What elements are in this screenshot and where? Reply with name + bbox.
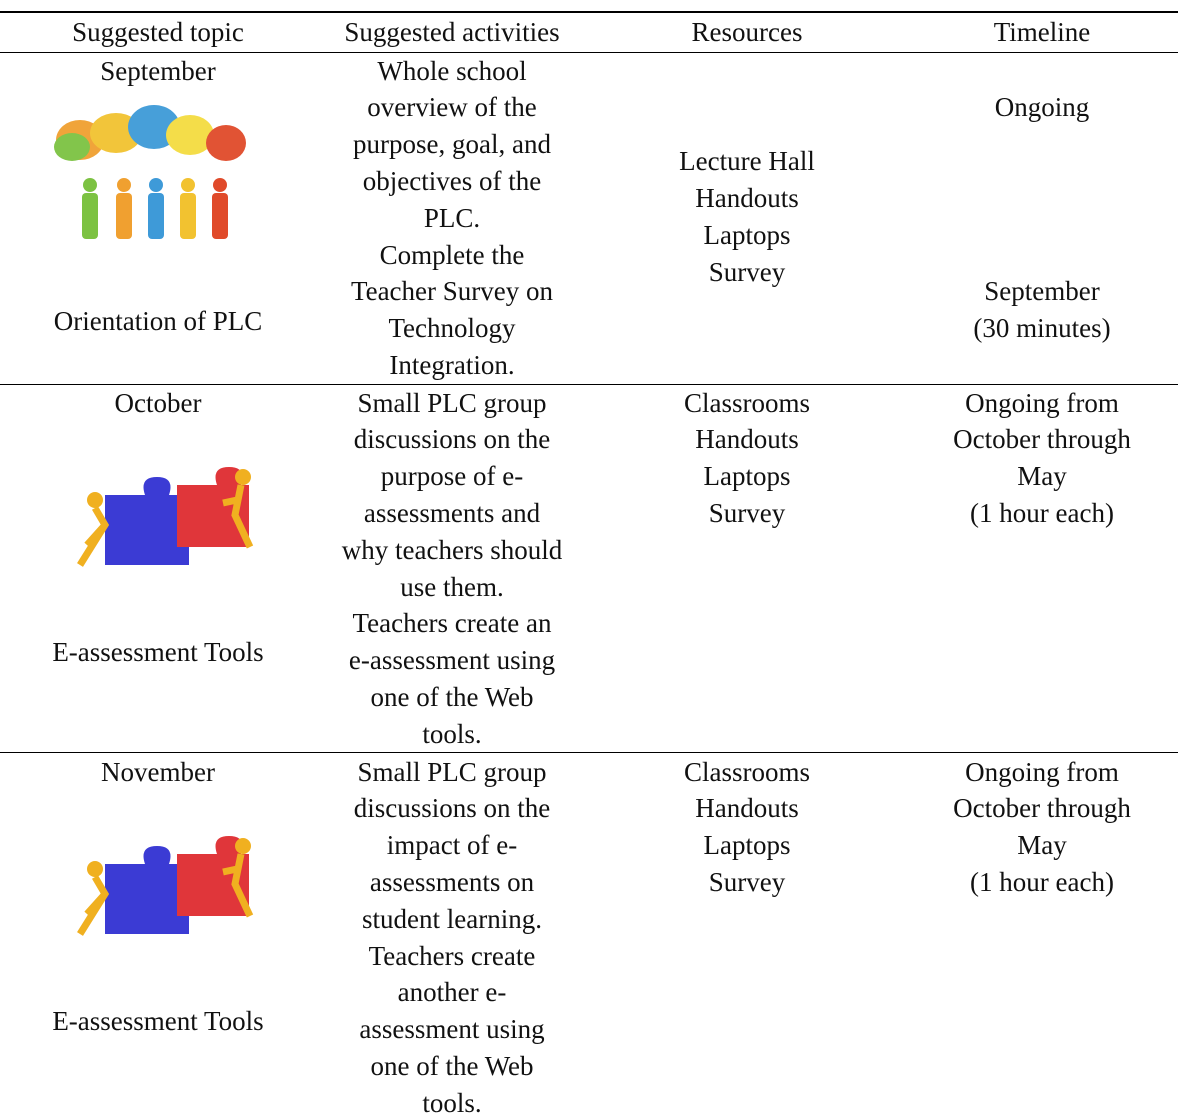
activity-line: use them. (400, 571, 504, 602)
activity-line: Teachers create an (352, 608, 552, 639)
activity-line: another e- (397, 977, 507, 1008)
resource: Handouts (695, 424, 799, 455)
rule (0, 752, 1178, 753)
month: September (100, 55, 216, 86)
resource: Survey (708, 497, 786, 528)
activity-line: objectives of the (362, 165, 542, 196)
activity-line: purpose of e- (380, 461, 524, 492)
activity-line: one of the Web (370, 681, 534, 712)
activity-line: overview of the (367, 92, 537, 123)
rule (0, 384, 1178, 385)
activity-line: Whole school (377, 55, 527, 86)
activity-line: impact of e- (386, 830, 518, 861)
activity-line: assessment using (359, 1014, 545, 1045)
timeline-line: Ongoing from (965, 756, 1119, 787)
activity-line: Small PLC group (357, 756, 547, 787)
activity-line: why teachers should (341, 534, 563, 565)
column-header: Suggested topic (72, 16, 244, 47)
activity-line: Complete the (379, 239, 525, 270)
resource: Lecture Hall (679, 146, 815, 177)
activity-line: assessments and (363, 497, 541, 528)
timeline-line: May (1017, 830, 1067, 861)
activity-line: Integration. (389, 349, 515, 380)
activity-line: PLC. (423, 202, 481, 233)
puzzle-illustration (77, 467, 254, 567)
timeline-line: October through (953, 424, 1131, 455)
resource: Handouts (695, 793, 799, 824)
column-header: Resources (691, 16, 803, 47)
timeline-line: (1 hour each) (970, 866, 1114, 897)
resource: Classrooms (683, 756, 810, 787)
timeline-line: (1 hour each) (970, 497, 1114, 528)
activity-line: Teacher Survey on (350, 276, 554, 307)
column-header: Suggested activities (344, 16, 560, 47)
activity-line: tools. (422, 718, 482, 749)
timeline-line: September (984, 276, 1100, 307)
topic: E-assessment Tools (52, 1005, 264, 1036)
activity-line: discussions on the (353, 793, 551, 824)
activity-line: Technology (388, 313, 516, 344)
timeline-line: (30 minutes) (973, 313, 1111, 344)
puzzle-illustration (77, 836, 254, 936)
resource: Laptops (703, 830, 791, 861)
month: October (114, 387, 202, 418)
resource: Laptops (703, 461, 791, 492)
plc-illustration (54, 105, 246, 239)
timeline-line: October through (953, 793, 1131, 824)
activity-line: tools. (422, 1087, 482, 1116)
activity-line: Small PLC group (357, 387, 547, 418)
activity-line: assessments on (369, 866, 535, 897)
activity-line: purpose, goal, and (353, 129, 551, 160)
timeline-line: May (1017, 461, 1067, 492)
activity-line: one of the Web (370, 1050, 534, 1081)
resource: Survey (708, 866, 786, 897)
activity-line: discussions on the (353, 424, 551, 455)
topic: E-assessment Tools (52, 636, 264, 667)
month: November (101, 756, 215, 787)
rule (0, 11, 1178, 13)
activity-line: student learning. (362, 903, 542, 934)
activity-line: e-assessment using (348, 645, 556, 676)
activity-line: Teachers create (368, 940, 536, 971)
rule (0, 52, 1178, 53)
timeline-line: Ongoing (994, 92, 1090, 123)
resource: Survey (708, 256, 786, 287)
resource: Laptops (703, 219, 791, 250)
timeline-line: Ongoing from (965, 387, 1119, 418)
topic: Orientation of PLC (53, 305, 263, 336)
resource: Handouts (695, 183, 799, 214)
column-header: Timeline (993, 16, 1091, 47)
resource: Classrooms (683, 387, 810, 418)
